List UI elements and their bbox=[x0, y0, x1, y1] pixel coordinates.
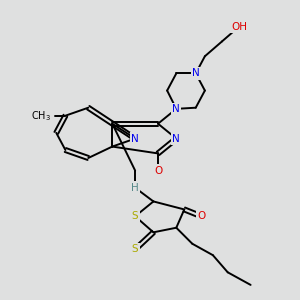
Text: CH$_3$: CH$_3$ bbox=[31, 109, 50, 123]
Text: N: N bbox=[192, 68, 200, 78]
Text: S: S bbox=[132, 244, 139, 254]
Text: S: S bbox=[132, 211, 139, 221]
Text: N: N bbox=[131, 134, 139, 144]
Text: O: O bbox=[197, 211, 206, 221]
Text: H: H bbox=[131, 183, 139, 193]
Text: O: O bbox=[154, 166, 162, 176]
Text: N: N bbox=[172, 134, 180, 144]
Text: OH: OH bbox=[231, 22, 247, 32]
Text: N: N bbox=[172, 104, 180, 114]
